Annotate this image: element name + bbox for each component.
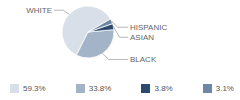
html-text:59.3%: 59.3%: [23, 84, 46, 93]
svg-text:ASIAN: ASIAN: [130, 33, 154, 42]
html-text:3.1%: 3.1%: [215, 84, 234, 93]
html-text:3.8%: 3.8%: [154, 84, 173, 93]
svg-text:HISPANIC: HISPANIC: [130, 23, 167, 32]
svg-text:BLACK: BLACK: [130, 55, 157, 64]
html-text:33.8%: 33.8%: [88, 84, 112, 93]
svg-text:WHITE: WHITE: [26, 6, 52, 15]
